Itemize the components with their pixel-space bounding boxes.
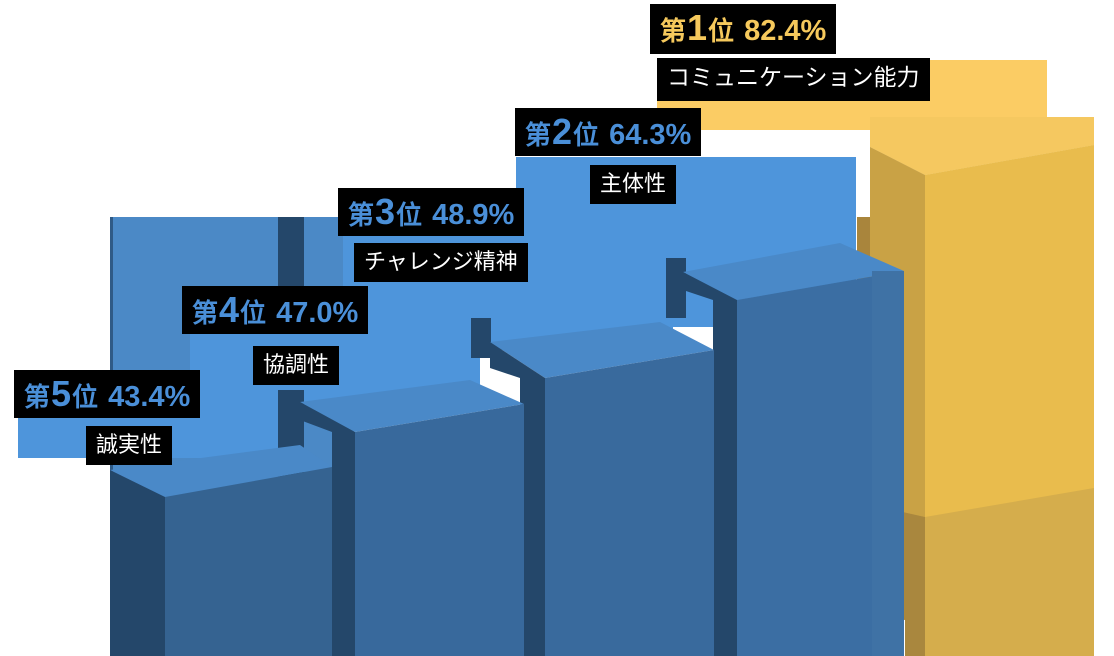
rank-prefix: 第	[348, 201, 375, 231]
rank-prefix: 第	[525, 121, 552, 151]
rank-number: 3	[375, 191, 396, 232]
bar-5-side	[110, 470, 165, 656]
rank-prefix: 第	[24, 383, 51, 413]
rank-value: 64.3%	[609, 119, 692, 151]
rank-number: 4	[219, 289, 240, 330]
rank-number: 5	[51, 373, 72, 414]
rank-number: 1	[687, 7, 708, 48]
rank-2-name: 主体性	[590, 165, 677, 204]
rank-2-badge: 第 2 位 64.3%	[515, 108, 702, 156]
rank-3-badge: 第 3 位 48.9%	[338, 188, 525, 236]
bar-5-front	[165, 467, 332, 656]
rank-value: 47.0%	[276, 297, 359, 329]
rank-3-name: チャレンジ精神	[354, 243, 528, 282]
rank-suffix: 位	[573, 121, 600, 151]
rank-prefix: 第	[192, 299, 219, 329]
bar-2-top	[683, 243, 904, 300]
rank-suffix: 位	[72, 383, 99, 413]
rank-4-name: 協調性	[253, 346, 340, 385]
rank-4-badge: 第 4 位 47.0%	[182, 286, 369, 334]
rank-5-name: 誠実性	[86, 426, 173, 465]
rank-value: 48.9%	[432, 199, 515, 231]
rank-1-badge: 第 1 位 82.4%	[650, 4, 837, 54]
rank-1-name: コミュニケーション能力	[657, 58, 930, 101]
rank-value: 43.4%	[108, 381, 191, 413]
rank-prefix: 第	[660, 17, 687, 47]
bar-4-top	[300, 380, 524, 432]
bar-3-side	[490, 342, 545, 656]
rank-suffix: 位	[240, 299, 267, 329]
rank-number: 2	[552, 111, 573, 152]
bar-5-top	[110, 445, 332, 497]
bar-3-front	[545, 350, 714, 656]
bar-2-front	[737, 271, 904, 656]
rank-suffix: 位	[396, 201, 423, 231]
bar-3-top	[490, 322, 714, 378]
bar-4-side	[300, 402, 355, 656]
bar-4-front	[355, 404, 524, 656]
bar-2-side	[683, 272, 737, 656]
rank-5-badge: 第 5 位 43.4%	[14, 370, 201, 418]
rank-suffix: 位	[708, 17, 735, 47]
rank-value: 82.4%	[744, 15, 827, 47]
